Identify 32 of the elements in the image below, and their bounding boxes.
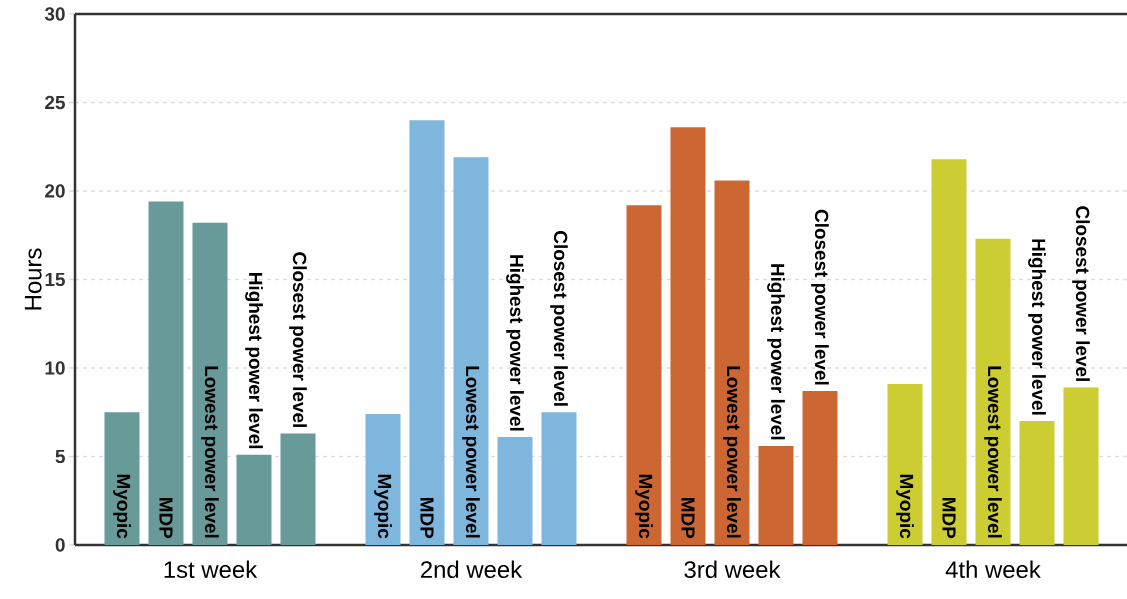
series-label: MDP — [159, 498, 173, 539]
text: MDP — [420, 498, 434, 539]
y-tick-label: 10 — [45, 361, 65, 375]
y-tick-label: 5 — [55, 449, 65, 464]
y-tick-label: 15 — [45, 272, 65, 287]
text: Highest power level — [245, 273, 263, 449]
y-tick-label: 0 — [55, 538, 65, 552]
series-label: Myopic — [113, 474, 131, 539]
text: Closest power level — [550, 231, 568, 406]
series-label: Lowest power level — [201, 366, 219, 538]
text: MDP — [942, 498, 956, 539]
text: Lowest power level — [984, 366, 1002, 538]
text: Myopic — [896, 474, 914, 539]
text: Myopic — [374, 474, 392, 539]
text: MDP — [681, 498, 695, 539]
y-tick-label: 25 — [45, 95, 65, 110]
x-tick-label: 4th week — [945, 560, 1041, 579]
text: Highest power level — [1028, 239, 1046, 415]
y-tick-label: 20 — [45, 184, 65, 198]
text: Closest power level — [289, 252, 307, 427]
text: Lowest power level — [723, 366, 741, 538]
text: Highest power level — [767, 264, 785, 440]
text: Closest power level — [811, 209, 829, 385]
text: Closest power level — [1072, 206, 1090, 381]
x-tick-label: 3rd week — [684, 560, 781, 579]
x-tick-label: 1st week — [164, 560, 258, 579]
y-tick-label: 30 — [44, 7, 65, 21]
y-axis-title: Hours — [24, 248, 42, 310]
text: Highest power level — [506, 255, 524, 431]
x-tick-label: 2nd week — [421, 560, 523, 579]
text: Myopic — [635, 474, 653, 539]
text: Lowest power level — [462, 366, 480, 538]
